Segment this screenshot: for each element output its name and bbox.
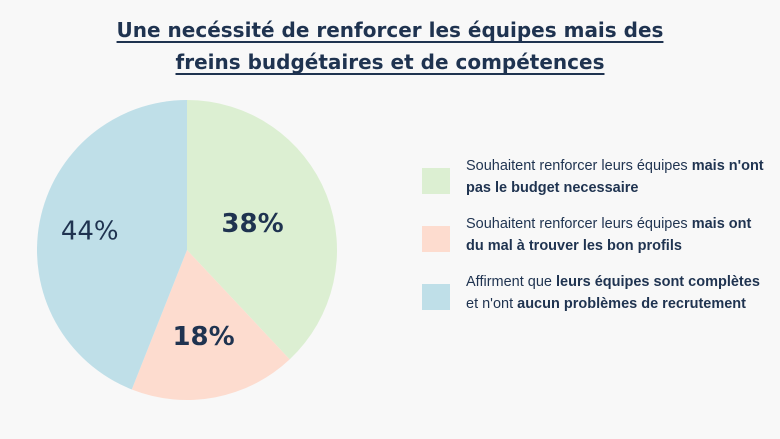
- legend-swatch-1: [422, 168, 450, 194]
- legend-swatch-2: [422, 226, 450, 252]
- legend-text-2: Souhaitent renforcer leurs équipes mais …: [466, 213, 767, 257]
- chart-title-line-2: freins budgétaires et de compétences: [175, 50, 605, 74]
- legend-item-3: Affirment que leurs équipes sont complèt…: [422, 271, 767, 315]
- pie-slice-label-3: 44%: [61, 216, 119, 246]
- legend-text-1: Souhaitent renforcer leurs équipes mais …: [466, 155, 767, 199]
- pie-slice-label-1: 38%: [221, 209, 283, 239]
- legend-swatch-3: [422, 284, 450, 310]
- legend-text-part: Affirment que: [466, 274, 557, 290]
- legend-text-part: leurs équipes sont complètes: [556, 274, 760, 290]
- legend-text-part: mais ont du mal à trouver les bon profil…: [466, 216, 752, 254]
- pie-slice-1: [187, 100, 337, 360]
- legend-item-2: Souhaitent renforcer leurs équipes mais …: [422, 213, 767, 257]
- legend-item-1: Souhaitent renforcer leurs équipes mais …: [422, 155, 767, 199]
- legend-text-part: Souhaitent renforcer leurs équipes: [466, 216, 692, 232]
- pie-slice-2: [131, 250, 290, 400]
- legend: Souhaitent renforcer leurs équipes mais …: [422, 155, 767, 329]
- legend-text-part: mais n'ont pas le budget necessaire: [466, 158, 764, 196]
- pie-slice-3: [36, 100, 188, 390]
- legend-text-3: Affirment que leurs équipes sont complèt…: [466, 271, 767, 315]
- legend-text-part: Souhaitent renforcer leurs équipes: [466, 158, 692, 174]
- chart-title-line-1: Une necéssité de renforcer les équipes m…: [116, 18, 664, 42]
- legend-text-part: et n'ont: [466, 296, 518, 312]
- pie-slice-label-2: 18%: [172, 322, 234, 352]
- chart-title: Une necéssité de renforcer les équipes m…: [0, 14, 780, 78]
- legend-text-part: aucun problèmes de recrutement: [517, 296, 746, 312]
